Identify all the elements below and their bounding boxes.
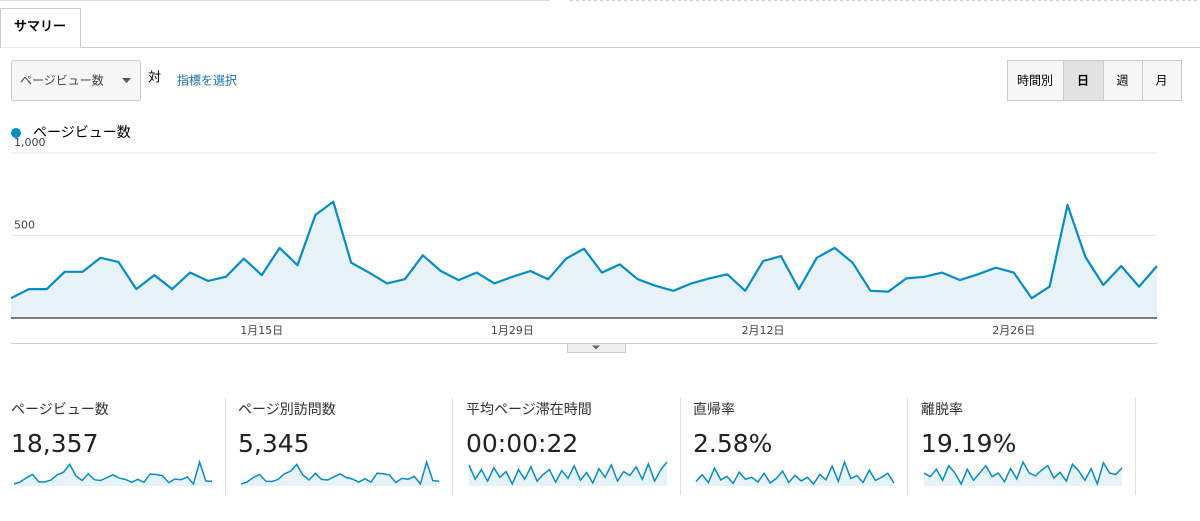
y-tick-label: 500: [14, 219, 35, 232]
granularity-label[interactable]: 日: [1077, 74, 1089, 88]
granularity-button[interactable]: [1142, 60, 1182, 101]
metric-label: 直帰率: [693, 401, 735, 418]
granularity-group: 時間別 日 週 月: [1007, 60, 1182, 101]
tab[interactable]: [0, 8, 81, 48]
metric-select-label[interactable]: ページビュー数: [20, 73, 104, 88]
collapse-arrow: [592, 345, 600, 350]
sparkline: [923, 460, 1123, 487]
y-tick-label: 1,000: [14, 136, 46, 149]
versus: 対: [148, 71, 161, 86]
sparkline-area: [469, 462, 667, 486]
granularity-label[interactable]: 週: [1116, 74, 1128, 88]
line: [10, 200, 1158, 300]
sparkline: [695, 459, 895, 486]
metric-value: 19.19%: [921, 429, 1016, 458]
metric-value: 18,357: [11, 429, 98, 458]
metric-label: ページ別訪問数: [238, 402, 336, 418]
granularity-label[interactable]: 時間別: [1017, 74, 1053, 88]
granularity-button[interactable]: [1007, 60, 1064, 101]
metric-label: 離脱率: [921, 402, 963, 418]
sparkline-area: [924, 462, 1122, 486]
x-tick-label: 2月26日: [992, 324, 1035, 337]
tab-label[interactable]: サマリー: [14, 20, 66, 35]
sparkline: [13, 459, 213, 486]
area: [11, 201, 1157, 318]
sparkline-area: [696, 462, 894, 486]
x-tick-label: 1月29日: [491, 324, 534, 337]
metric-select[interactable]: [11, 60, 141, 101]
metric-value: 00:00:22: [466, 429, 578, 458]
sparkline-area: [14, 462, 212, 486]
sparkline: [240, 459, 440, 486]
metric-label: 平均ページ滞在時間: [466, 402, 592, 418]
x-tick-label: 2月12日: [742, 324, 785, 337]
metric-value: 5,345: [238, 429, 310, 458]
legend-label: ページビュー数: [33, 125, 131, 141]
select-metric-link[interactable]: 指標を選択: [177, 73, 237, 88]
metric-label: ページビュー数: [11, 402, 109, 418]
granularity-label[interactable]: 月: [1155, 74, 1167, 88]
dropdown-arrow: [122, 78, 131, 83]
metric-value: 2.58%: [693, 429, 772, 458]
x-tick-label: 1月15日: [240, 324, 283, 337]
legend-marker: [11, 128, 21, 138]
sparkline: [468, 461, 668, 486]
